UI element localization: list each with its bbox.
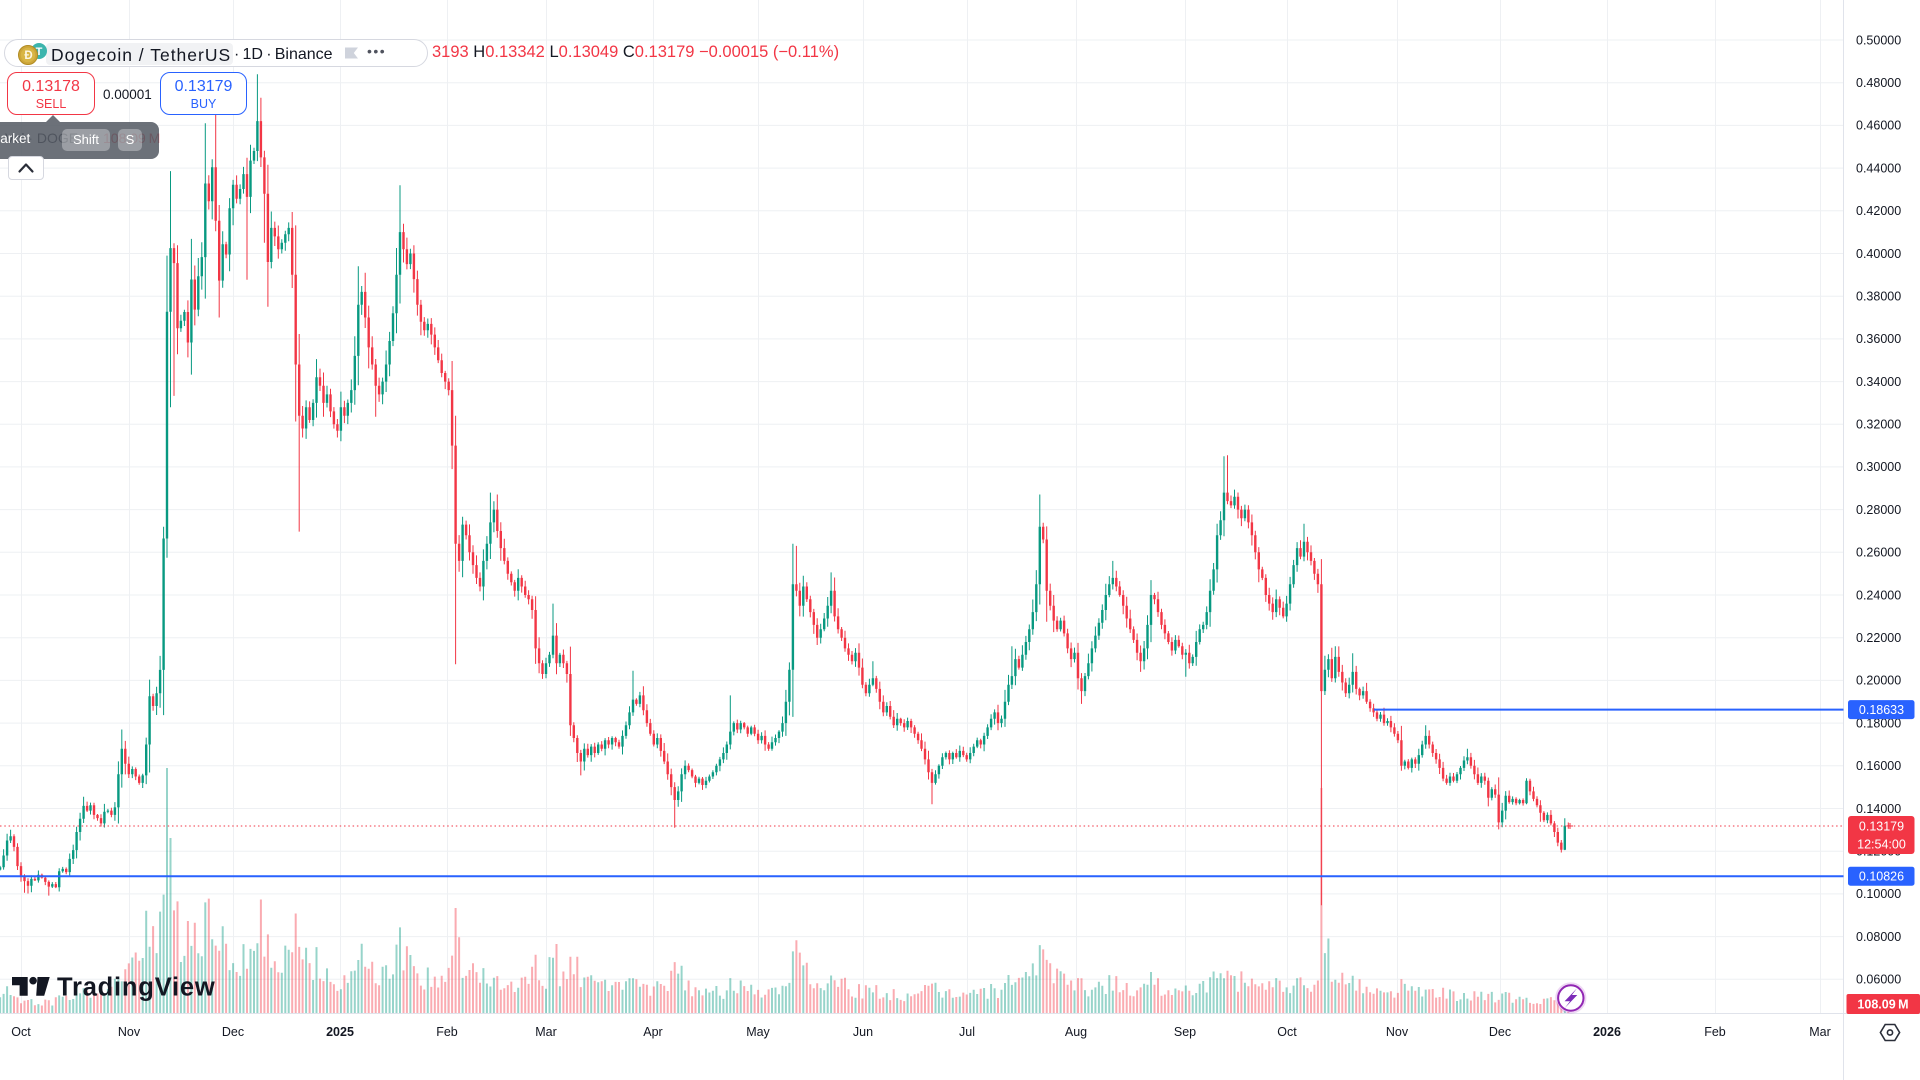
svg-text:0.24000: 0.24000 <box>1856 588 1901 602</box>
svg-text:0.18633: 0.18633 <box>1859 703 1904 717</box>
svg-text:Apr: Apr <box>643 1025 662 1039</box>
svg-text:Nov: Nov <box>118 1025 141 1039</box>
svg-text:0.06000: 0.06000 <box>1856 973 1901 987</box>
svg-text:T: T <box>36 46 43 58</box>
svg-text:0.28000: 0.28000 <box>1856 503 1901 517</box>
svg-text:Aug: Aug <box>1065 1025 1087 1039</box>
svg-text:Jul: Jul <box>959 1025 975 1039</box>
svg-text:May: May <box>746 1025 770 1039</box>
svg-text:0.44000: 0.44000 <box>1856 161 1901 175</box>
svg-text:0.08000: 0.08000 <box>1856 930 1901 944</box>
svg-text:0.50000: 0.50000 <box>1856 33 1901 47</box>
svg-text:0.46000: 0.46000 <box>1856 119 1901 133</box>
svg-text:0.26000: 0.26000 <box>1856 546 1901 560</box>
svg-text:108.09 M: 108.09 M <box>1857 998 1908 1012</box>
svg-text:0.42000: 0.42000 <box>1856 204 1901 218</box>
svg-text:Feb: Feb <box>1704 1025 1726 1039</box>
svg-text:0.16000: 0.16000 <box>1856 759 1901 773</box>
svg-text:2025: 2025 <box>326 1025 354 1039</box>
svg-text:Oct: Oct <box>11 1025 31 1039</box>
svg-text:0.36000: 0.36000 <box>1856 332 1901 346</box>
svg-text:0.48000: 0.48000 <box>1856 76 1901 90</box>
svg-text:Feb: Feb <box>436 1025 458 1039</box>
svg-text:0.40000: 0.40000 <box>1856 247 1901 261</box>
svg-text:Dec: Dec <box>1489 1025 1511 1039</box>
svg-text:TradingView: TradingView <box>57 974 216 1002</box>
svg-text:0.20000: 0.20000 <box>1856 674 1901 688</box>
svg-text:Ð: Ð <box>24 50 32 62</box>
svg-text:0.30000: 0.30000 <box>1856 460 1901 474</box>
svg-text:12:54:00: 12:54:00 <box>1857 838 1906 852</box>
svg-text:0.14000: 0.14000 <box>1856 802 1901 816</box>
svg-text:Dec: Dec <box>222 1025 244 1039</box>
svg-text:0.22000: 0.22000 <box>1856 631 1901 645</box>
svg-text:0.10826: 0.10826 <box>1859 870 1904 884</box>
svg-text:0.32000: 0.32000 <box>1856 418 1901 432</box>
svg-text:Jun: Jun <box>853 1025 873 1039</box>
svg-text:0.38000: 0.38000 <box>1856 290 1901 304</box>
svg-text:Sep: Sep <box>1174 1025 1196 1039</box>
svg-text:Mar: Mar <box>535 1025 557 1039</box>
svg-text:Mar: Mar <box>1809 1025 1831 1039</box>
svg-text:Oct: Oct <box>1277 1025 1297 1039</box>
svg-text:0.10000: 0.10000 <box>1856 887 1901 901</box>
svg-text:Nov: Nov <box>1386 1025 1409 1039</box>
svg-text:0.13179: 0.13179 <box>1859 820 1904 834</box>
svg-text:0.18000: 0.18000 <box>1856 716 1901 730</box>
svg-text:0.34000: 0.34000 <box>1856 375 1901 389</box>
svg-text:2026: 2026 <box>1593 1025 1621 1039</box>
